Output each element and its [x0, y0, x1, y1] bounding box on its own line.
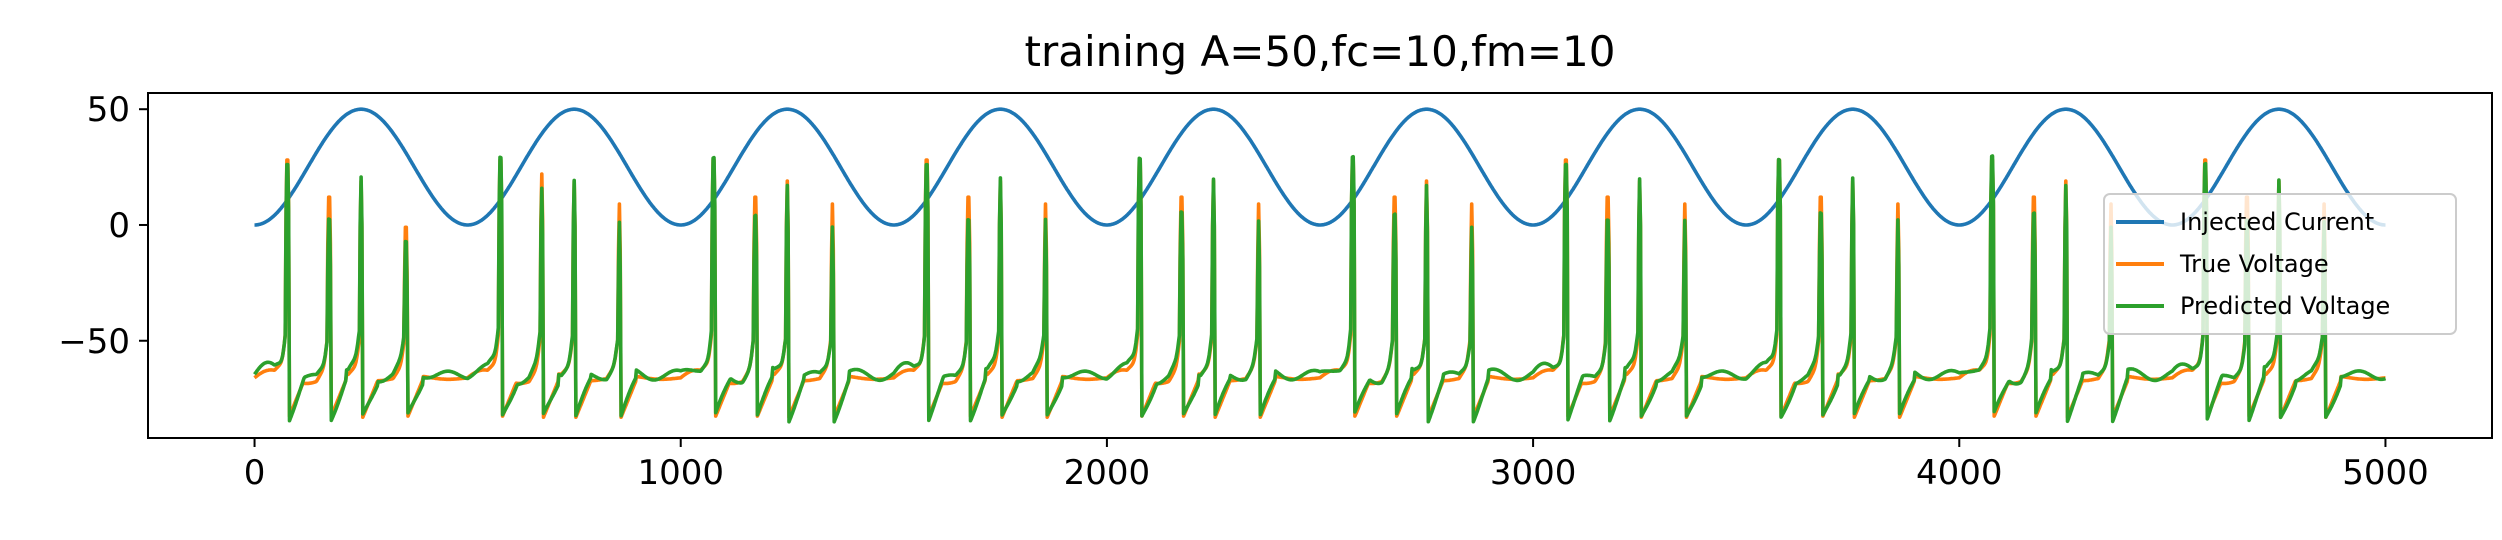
plot-frame	[147, 92, 2493, 439]
x-axis: 0 1000 2000 3000 4000 5000	[244, 438, 2429, 493]
legend: Injected Current True Voltage Predicted Vo…	[2103, 193, 2457, 335]
y-tick-label: 0	[108, 206, 130, 246]
series-line-predicted-voltage	[253, 154, 2387, 424]
x-tick-label: 5000	[2342, 453, 2429, 493]
chart-title: training A=50,fc=10,fm=10	[1025, 27, 1616, 76]
legend-label: Predicted Voltage	[2180, 292, 2390, 320]
legend-label: True Voltage	[2179, 250, 2329, 278]
x-tick-label: 0	[244, 453, 266, 493]
series-layer	[253, 107, 2387, 424]
y-tick-label: −50	[58, 322, 130, 362]
x-tick-label: 4000	[1916, 453, 2003, 493]
legend-label: Injected Current	[2180, 208, 2374, 236]
x-tick-label: 2000	[1064, 453, 1151, 493]
series-line-injected-current	[253, 107, 2387, 227]
plot-area	[253, 107, 2387, 424]
y-tick-label: 50	[87, 90, 130, 130]
x-tick-label: 3000	[1490, 453, 1577, 493]
x-tick-label: 1000	[637, 453, 724, 493]
y-axis: 50 0 −50	[58, 90, 148, 362]
legend-box	[2103, 193, 2457, 335]
